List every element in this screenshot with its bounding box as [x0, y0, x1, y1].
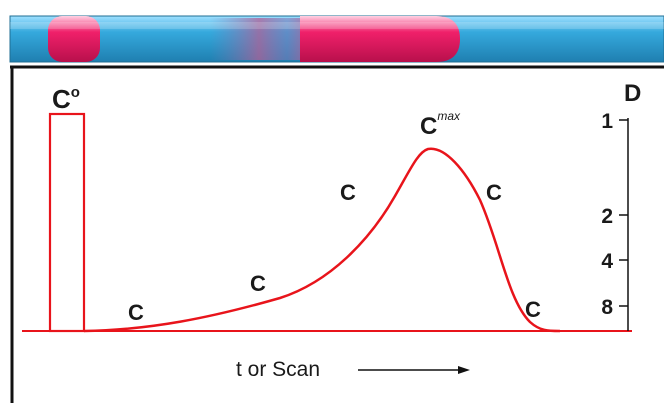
- point-label-rise-start: C: [128, 300, 144, 325]
- leading-dye-front: [300, 16, 460, 62]
- x-axis-caption: t or Scan: [236, 358, 320, 381]
- concentration-curve: [83, 147, 561, 333]
- initial-dye-band: [48, 16, 100, 62]
- dilution-axis-title: D: [624, 80, 641, 107]
- time-direction-arrow: [358, 366, 470, 374]
- pulse-label: Co: [52, 84, 80, 114]
- initial-pulse-bar: [48, 112, 86, 333]
- dilution-tick-label-2: 2: [601, 205, 613, 228]
- dilution-tick-label-4: 4: [601, 250, 613, 273]
- peak-label: Cmax: [420, 109, 461, 140]
- plot-frame: [10, 65, 664, 403]
- point-label-rise-mid: C: [250, 271, 266, 296]
- tube-highlight: [10, 22, 664, 29]
- point-label-fall-upper: C: [486, 180, 502, 205]
- dilution-tick-label-1: 1: [601, 110, 613, 133]
- point-label-rise-upper: C: [340, 180, 356, 205]
- capillary-tube: [9, 15, 664, 63]
- point-label-fall-end: C: [525, 297, 541, 322]
- arrow-head-icon: [458, 366, 470, 374]
- dilution-tick-label-8: 8: [601, 296, 613, 319]
- dilution-axis: D 1 2 4 8: [601, 80, 641, 331]
